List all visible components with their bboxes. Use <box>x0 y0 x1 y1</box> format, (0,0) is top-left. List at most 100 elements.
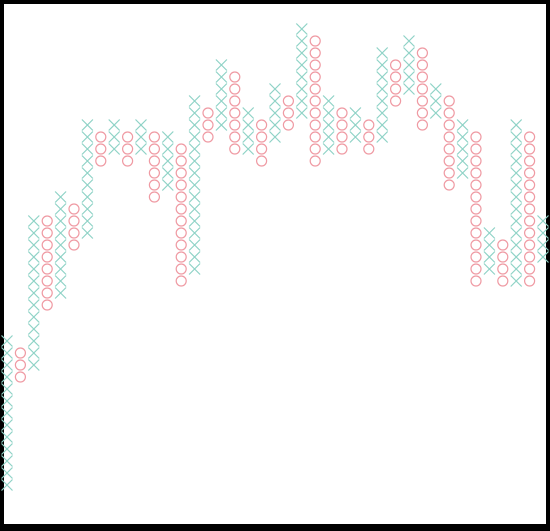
x-box <box>1 395 13 407</box>
o-box <box>470 239 482 251</box>
x-box <box>1 359 13 371</box>
o-box <box>443 143 455 155</box>
x-box <box>403 71 415 83</box>
x-box <box>54 263 67 275</box>
o-box <box>148 131 160 143</box>
o-box <box>443 107 455 119</box>
x-column <box>242 107 255 155</box>
x-box <box>1 347 13 359</box>
x-box <box>54 239 67 251</box>
o-column <box>14 347 26 383</box>
x-box <box>54 275 67 287</box>
o-box <box>41 239 53 251</box>
o-box <box>14 359 26 371</box>
o-box <box>523 143 536 155</box>
o-box <box>309 83 321 95</box>
x-box <box>1 455 13 467</box>
o-box <box>121 143 134 155</box>
x-box <box>81 203 94 215</box>
x-box <box>376 131 389 143</box>
x-box <box>54 203 67 215</box>
x-box <box>215 59 228 71</box>
o-box <box>256 155 268 167</box>
o-box <box>175 167 187 179</box>
o-box <box>68 227 80 239</box>
x-box <box>54 251 67 263</box>
x-box <box>242 143 255 155</box>
o-box <box>470 263 482 275</box>
x-column <box>108 119 121 155</box>
o-box <box>523 275 536 287</box>
o-box <box>175 203 187 215</box>
x-box <box>376 83 389 95</box>
x-box <box>483 239 496 251</box>
o-box <box>523 227 536 239</box>
o-box <box>523 131 536 143</box>
x-box <box>81 167 94 179</box>
o-box <box>443 167 455 179</box>
o-box <box>148 143 160 155</box>
x-box <box>81 131 94 143</box>
o-column <box>148 131 160 203</box>
x-box <box>483 263 496 275</box>
x-box <box>403 83 415 95</box>
o-box <box>416 47 428 59</box>
x-box <box>403 47 415 59</box>
x-box <box>215 83 228 95</box>
o-box <box>68 239 80 251</box>
x-box <box>81 191 94 203</box>
x-box <box>295 71 308 83</box>
x-box <box>295 47 308 59</box>
x-box <box>215 119 228 131</box>
o-box <box>148 155 160 167</box>
x-box <box>27 263 40 275</box>
o-box <box>41 251 53 263</box>
o-box <box>175 227 187 239</box>
x-box <box>510 239 523 251</box>
o-box <box>175 215 187 227</box>
x-box <box>376 107 389 119</box>
x-column <box>215 59 228 131</box>
x-box <box>537 251 549 263</box>
x-box <box>1 467 13 479</box>
o-box <box>229 71 241 83</box>
x-box <box>349 107 362 119</box>
plot-area <box>4 4 546 524</box>
x-column <box>483 227 496 275</box>
o-box <box>121 155 134 167</box>
x-box <box>322 131 335 143</box>
o-box <box>229 131 241 143</box>
o-box <box>443 155 455 167</box>
o-box <box>363 131 375 143</box>
x-box <box>135 143 147 155</box>
x-box <box>108 143 121 155</box>
x-box <box>54 191 67 203</box>
x-box <box>269 119 281 131</box>
o-box <box>470 155 482 167</box>
o-column <box>95 131 107 167</box>
x-box <box>161 179 174 191</box>
x-box <box>242 119 255 131</box>
x-box <box>81 215 94 227</box>
x-box <box>242 131 255 143</box>
x-column <box>429 83 442 119</box>
x-box <box>215 107 228 119</box>
x-box <box>1 407 13 419</box>
o-column <box>336 107 348 155</box>
x-box <box>295 107 308 119</box>
x-box <box>188 239 201 251</box>
o-box <box>256 119 268 131</box>
o-column <box>256 119 268 167</box>
o-column <box>443 95 455 191</box>
o-box <box>41 299 53 311</box>
o-box <box>336 131 348 143</box>
x-box <box>510 263 523 275</box>
o-column <box>41 215 53 311</box>
x-box <box>510 191 523 203</box>
x-box <box>376 71 389 83</box>
x-box <box>429 107 442 119</box>
x-box <box>27 311 40 323</box>
o-box <box>175 191 187 203</box>
x-box <box>242 107 255 119</box>
